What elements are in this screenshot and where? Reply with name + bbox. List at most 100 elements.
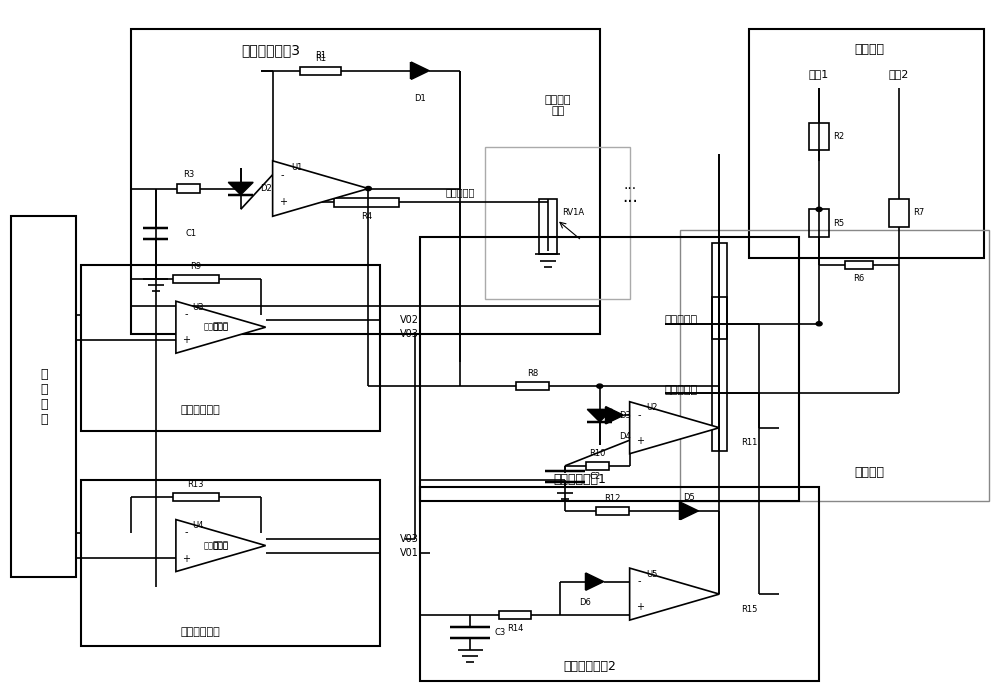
Text: C3: C3	[494, 628, 506, 637]
Bar	[485, 147, 630, 299]
Bar	[809, 122, 829, 150]
Text: U5: U5	[646, 569, 658, 578]
Text: -: -	[184, 528, 188, 537]
Text: V03: V03	[400, 329, 419, 339]
Bar	[420, 237, 799, 500]
Bar	[81, 480, 380, 646]
Text: U4: U4	[193, 521, 204, 530]
Text: 短路比较模块: 短路比较模块	[181, 405, 221, 416]
Text: R5: R5	[833, 219, 845, 228]
Bar	[131, 29, 600, 334]
Polygon shape	[606, 406, 624, 424]
Bar	[173, 493, 219, 501]
Text: -: -	[184, 309, 188, 319]
Text: 强度调节
模块: 强度调节 模块	[545, 95, 571, 116]
Text: 采样模块: 采样模块	[854, 466, 884, 480]
Text: 短路采样点: 短路采样点	[665, 315, 698, 325]
Bar	[173, 274, 219, 283]
Text: R14: R14	[507, 624, 523, 633]
Polygon shape	[228, 182, 253, 195]
Polygon shape	[680, 503, 698, 520]
Circle shape	[365, 187, 371, 191]
Text: 源端采样点: 源端采样点	[445, 187, 475, 197]
Text: RV1A: RV1A	[562, 208, 584, 217]
Text: 电极1: 电极1	[809, 69, 829, 79]
Text: D1: D1	[414, 94, 426, 103]
Text: 峰値检波模块3: 峰値检波模块3	[241, 43, 300, 57]
Text: R7: R7	[913, 208, 924, 217]
Text: 开路采样点: 开路采样点	[665, 385, 698, 395]
Bar	[749, 29, 984, 258]
Text: 比较器: 比较器	[203, 541, 218, 550]
Text: D5: D5	[684, 493, 695, 502]
Bar	[516, 382, 549, 390]
Text: V03: V03	[400, 534, 419, 544]
Bar	[680, 230, 989, 500]
Bar	[539, 199, 557, 255]
Text: +: +	[279, 198, 287, 207]
Text: +: +	[636, 436, 644, 445]
Text: C2: C2	[589, 472, 600, 481]
Bar	[420, 487, 819, 681]
Text: -: -	[638, 576, 641, 586]
Bar	[81, 264, 380, 432]
Text: R13: R13	[188, 480, 204, 489]
Text: R12: R12	[604, 494, 620, 503]
Text: 控
制
模
块: 控 制 模 块	[41, 367, 48, 425]
Text: R10: R10	[589, 449, 605, 458]
Text: 开路比较模块: 开路比较模块	[181, 627, 221, 638]
Text: 输出模块: 输出模块	[854, 43, 884, 56]
Text: -: -	[638, 410, 641, 420]
Text: C1: C1	[185, 229, 196, 238]
Bar	[334, 198, 399, 207]
Bar	[586, 461, 609, 470]
Text: 电极2: 电极2	[889, 69, 909, 79]
Text: 峰値检波模块1: 峰値检波模块1	[553, 473, 606, 487]
Text: D6: D6	[579, 598, 591, 607]
Bar	[177, 184, 200, 193]
Text: U1: U1	[291, 164, 302, 173]
Text: -: -	[281, 170, 284, 180]
Text: U2: U2	[646, 403, 658, 412]
Polygon shape	[630, 568, 719, 620]
Text: U3: U3	[193, 303, 204, 312]
Bar	[300, 67, 341, 75]
Bar	[11, 216, 76, 577]
Text: +: +	[182, 553, 190, 564]
Polygon shape	[630, 402, 719, 454]
Polygon shape	[587, 409, 612, 422]
Text: R1: R1	[315, 54, 326, 63]
Polygon shape	[411, 62, 429, 79]
Bar	[845, 261, 873, 269]
Bar	[499, 610, 531, 619]
Text: R9: R9	[190, 262, 201, 271]
Text: V01: V01	[400, 548, 419, 557]
Text: D4: D4	[619, 432, 631, 441]
Bar	[596, 507, 629, 515]
Text: R3: R3	[183, 171, 194, 179]
Text: R2: R2	[833, 132, 845, 141]
Text: R15: R15	[741, 605, 757, 614]
Polygon shape	[176, 520, 266, 571]
Text: 峰値检波模块2: 峰値检波模块2	[563, 661, 616, 674]
Bar	[809, 209, 829, 237]
Text: D2: D2	[260, 184, 272, 193]
Text: +: +	[182, 335, 190, 345]
Text: ···: ···	[622, 193, 638, 212]
Text: ···: ···	[623, 182, 636, 196]
Polygon shape	[176, 301, 266, 353]
Text: R11: R11	[741, 438, 757, 448]
Text: R4: R4	[361, 212, 372, 221]
Text: V02: V02	[400, 315, 419, 325]
Text: 比较器: 比较器	[213, 541, 229, 550]
Text: 比较器: 比较器	[213, 323, 228, 332]
Circle shape	[816, 207, 822, 212]
Text: R1: R1	[315, 51, 326, 60]
Polygon shape	[273, 161, 368, 216]
Bar	[712, 243, 727, 339]
Text: +: +	[636, 602, 644, 612]
Text: D3: D3	[619, 411, 631, 420]
Text: 比较器: 比较器	[213, 323, 229, 332]
Text: 比较器: 比较器	[203, 323, 218, 332]
Circle shape	[816, 322, 822, 326]
